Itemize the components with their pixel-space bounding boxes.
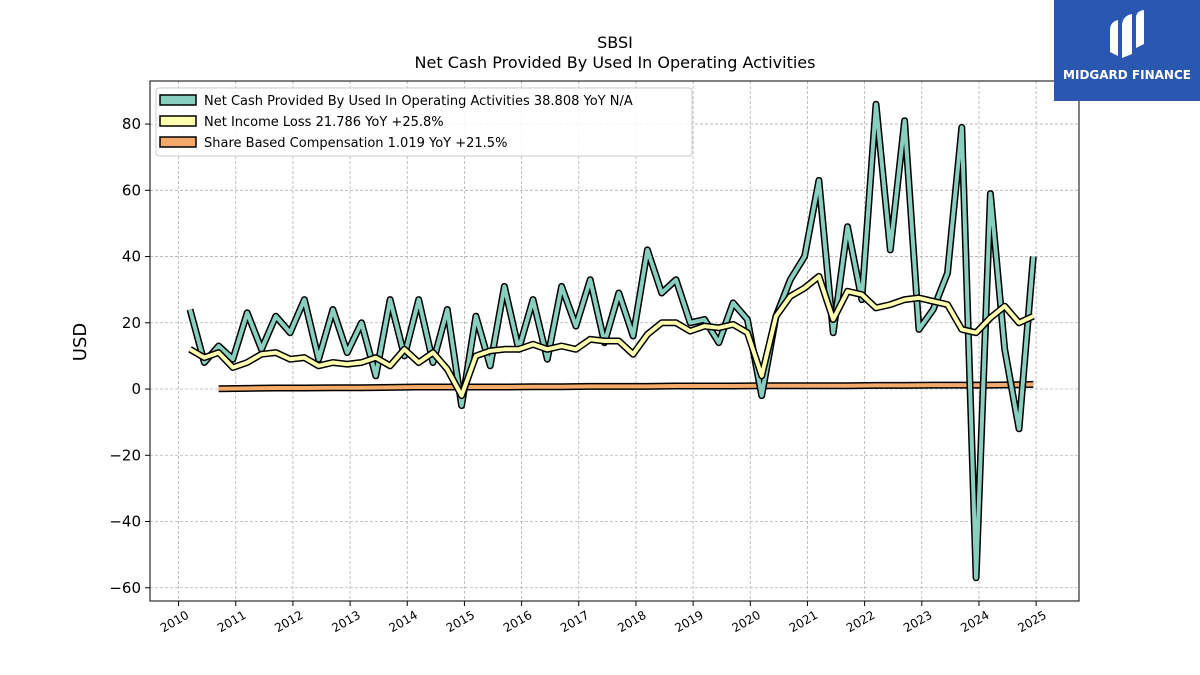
legend-entry: Share Based Compensation 1.019 YoY +21.5… xyxy=(204,136,507,151)
chart-subtitle: Net Cash Provided By Used In Operating A… xyxy=(415,53,816,72)
plot-frame xyxy=(149,80,1080,602)
legend-entry: Net Cash Provided By Used In Operating A… xyxy=(204,94,633,109)
x-tick-label: 2014 xyxy=(387,608,420,635)
y-tick-label: 20 xyxy=(122,314,141,332)
series-line-0 xyxy=(188,102,1036,580)
brand-logo: MIDGARD FINANCE xyxy=(1054,0,1200,101)
y-tick-label: 60 xyxy=(122,181,141,199)
x-tick-label: 2022 xyxy=(844,608,877,635)
x-tick-label: 2017 xyxy=(558,608,591,635)
legend: Net Cash Provided By Used In Operating A… xyxy=(155,87,693,157)
x-tick-label: 2024 xyxy=(958,608,991,635)
y-tick-label: −20 xyxy=(109,446,141,464)
x-tick-label: 2021 xyxy=(787,608,820,635)
legend-box xyxy=(155,87,693,157)
legend-swatch xyxy=(159,136,197,148)
x-tick-label: 2019 xyxy=(672,608,705,635)
brand-name: MIDGARD FINANCE xyxy=(1063,68,1191,82)
legend-entry: Net Income Loss 21.786 YoY +25.8% xyxy=(204,115,444,130)
x-tick-label: 2016 xyxy=(501,608,534,635)
y-tick-label: 80 xyxy=(122,115,141,133)
legend-swatch xyxy=(159,115,197,127)
logo-mark-icon xyxy=(1110,10,1144,58)
x-tick-label: 2010 xyxy=(158,608,191,635)
x-tick-label: 2020 xyxy=(730,608,763,635)
y-tick-label: −40 xyxy=(109,513,141,531)
series-layer xyxy=(186,100,1037,582)
y-axis-label: USD xyxy=(70,323,91,361)
x-tick-label: 2025 xyxy=(1015,608,1048,635)
chart-title: SBSI xyxy=(597,33,633,52)
x-tick-label: 2023 xyxy=(901,608,934,635)
x-tick-label: 2011 xyxy=(215,608,248,635)
series-line-2 xyxy=(218,382,1034,391)
y-tick-label: 0 xyxy=(131,380,141,398)
y-tick-label: −60 xyxy=(109,579,141,597)
y-tick-label: 40 xyxy=(122,248,141,266)
x-tick-label: 2015 xyxy=(444,608,477,635)
x-tick-label: 2013 xyxy=(329,608,362,635)
x-tick-label: 2012 xyxy=(272,608,305,635)
legend-swatch xyxy=(159,94,197,106)
series-line-1 xyxy=(188,274,1035,398)
x-tick-label: 2018 xyxy=(615,608,648,635)
